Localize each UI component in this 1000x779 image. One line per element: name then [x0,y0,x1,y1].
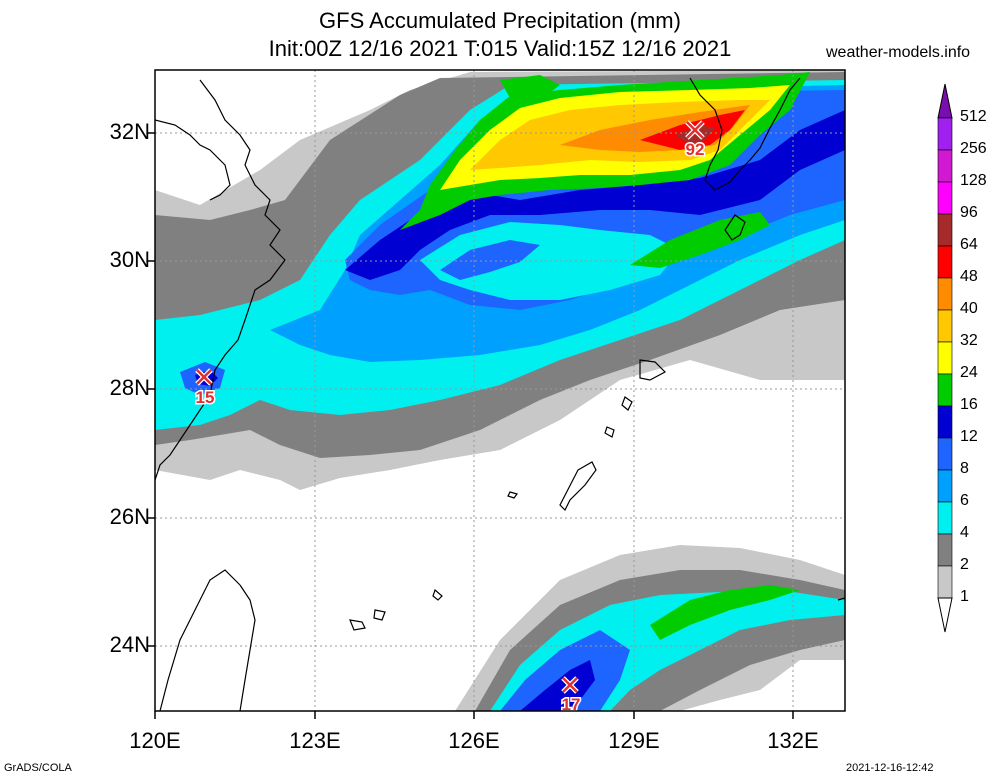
legend-level-label: 96 [960,204,978,221]
map-title: GFS Accumulated Precipitation (mm) [319,8,681,33]
precip-south-green [650,585,800,640]
max-marker-17: 17 [560,676,582,716]
lon-label: 126E [448,728,500,753]
color-legend [937,83,953,633]
legend-level-label: 16 [960,396,978,413]
lat-label: 28N [109,375,150,400]
legend-swatch [937,469,953,503]
precip-south-12mm [520,660,595,711]
precip-band-12mm [345,110,845,280]
legend-level-label: 1 [960,588,969,605]
map-subtitle: Init:00Z 12/16 2021 T:015 Valid:15Z 12/1… [268,36,732,61]
legend-level-label: 48 [960,268,978,285]
plot-frame [154,69,846,712]
legend-swatch [937,181,953,215]
precip-inner-blue [440,240,540,280]
max-marker-15: 15 [194,368,216,409]
coastlines [155,77,845,711]
legend-level-label: 512 [960,108,987,125]
max-marker-label: 92 [686,140,705,159]
axis-ticks [147,132,794,719]
legend-swatch [937,501,953,535]
graticule [155,70,845,711]
legend-level-label: 128 [960,172,987,189]
lon-label: 120E [129,728,181,753]
precip-south-8mm [500,630,630,711]
legend-swatch [937,309,953,343]
timestamp: 2021-12-16-12:42 [846,762,934,774]
legend-level-label: 40 [960,300,978,317]
legend-swatch [937,373,953,407]
legend-level-label: 64 [960,236,978,253]
legend-level-label: 256 [960,140,987,157]
legend-arrow-top [937,83,953,119]
software-credit: GrADS/COLA [4,762,72,774]
precip-fields [155,70,845,711]
legend-level-label: 2 [960,556,969,573]
legend-swatch [937,117,953,151]
legend-level-label: 12 [960,428,978,445]
legend-swatch [937,533,953,567]
legend-swatch [937,149,953,183]
legend-level-label: 4 [960,524,969,541]
legend-swatch [937,565,953,599]
lon-label: 123E [289,728,341,753]
legend-swatch [937,437,953,471]
legend-swatch [937,341,953,375]
legend-swatch [937,405,953,439]
legend-swatch [937,245,953,279]
legend-level-label: 32 [960,332,978,349]
precip-green-blob [500,75,560,100]
max-marker-label: 15 [196,388,215,407]
lat-label: 30N [109,247,150,272]
lon-label: 132E [767,728,819,753]
legend-level-label: 6 [960,492,969,509]
precip-band-64mm [675,125,715,145]
lat-label: 24N [109,632,150,657]
lon-label: 129E [608,728,660,753]
legend-level-label: 8 [960,460,969,477]
legend-level-label: 24 [960,364,978,381]
max-marker-label: 17 [562,695,581,714]
lat-label: 32N [109,119,150,144]
precip-green-patch [630,212,770,268]
legend-swatch [937,213,953,247]
legend-arrow-bottom [937,597,953,633]
legend-swatch [937,277,953,311]
lat-label: 26N [109,504,150,529]
site-credit: weather-models.info [826,44,971,61]
max-marker-92: 92 [684,120,706,161]
